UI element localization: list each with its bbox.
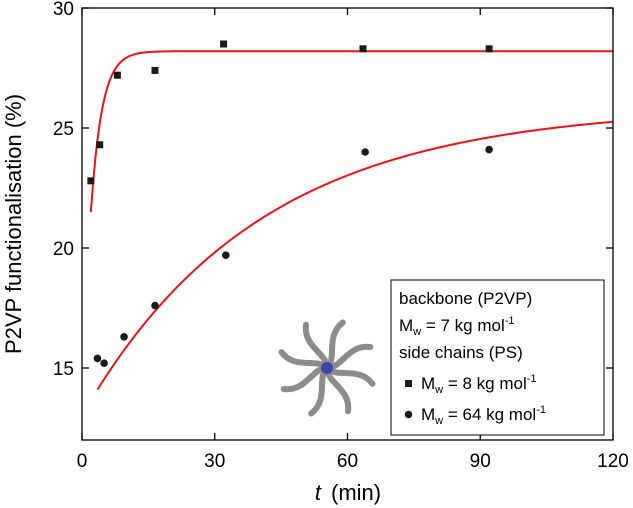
fit-curves xyxy=(89,50,614,391)
data-point-square xyxy=(485,45,493,53)
plot-frame xyxy=(81,7,614,441)
data-point-circle xyxy=(361,148,370,156)
data-points xyxy=(87,40,493,368)
y-axis-title: P2VP functionalisation (%) xyxy=(1,94,26,354)
y-tick-label: 15 xyxy=(53,359,74,380)
x-tick-label: 30 xyxy=(204,451,225,472)
x-tick-label: 0 xyxy=(77,451,88,472)
legend-series-label-2: Mw = 64 kg mol-1 xyxy=(421,404,546,427)
data-point-square xyxy=(359,45,367,53)
x-tick-label: 60 xyxy=(337,451,358,472)
data-point-square xyxy=(220,40,228,48)
data-point-square xyxy=(87,177,95,185)
data-point-circle xyxy=(151,301,159,310)
legend-marker-square xyxy=(405,380,412,387)
y-tick-label: 20 xyxy=(53,239,74,260)
data-point-circle xyxy=(93,354,102,363)
legend: backbone (P2VP) Mw = 7 kg mol-1 side chain… xyxy=(390,279,605,436)
star-polymer-icon xyxy=(278,319,376,417)
legend-marker-circle xyxy=(404,410,413,419)
legend-header-line-2: Mw = 7 kg mol-1 xyxy=(399,315,515,338)
data-point-circle xyxy=(100,359,108,368)
legend-header-line-3: side chains (PS) xyxy=(399,343,523,362)
data-point-circle xyxy=(485,145,493,154)
legend-header-line-1: backbone (P2VP) xyxy=(399,289,532,308)
x-axis-title: t (min) xyxy=(315,480,381,505)
data-point-circle xyxy=(120,333,128,341)
fit-curve-series-2 xyxy=(96,120,614,391)
data-point-circle xyxy=(222,251,230,259)
star-core xyxy=(321,362,333,374)
data-point-square xyxy=(113,71,121,79)
y-tick-label: 25 xyxy=(53,119,74,140)
y-tick-label: 30 xyxy=(53,0,74,20)
x-tick-label: 90 xyxy=(470,451,491,472)
legend-box xyxy=(390,279,605,436)
x-tick-label: 120 xyxy=(597,451,629,472)
tick-labels: 0 30 60 90 120 15 20 25 30 xyxy=(53,0,629,472)
data-point-square xyxy=(151,66,159,74)
x-axis-title-italic: t xyxy=(315,480,322,505)
fit-curve-series-1 xyxy=(89,50,613,213)
data-point-square xyxy=(96,141,104,149)
legend-series-label-1: Mw = 8 kg mol-1 xyxy=(421,373,537,396)
